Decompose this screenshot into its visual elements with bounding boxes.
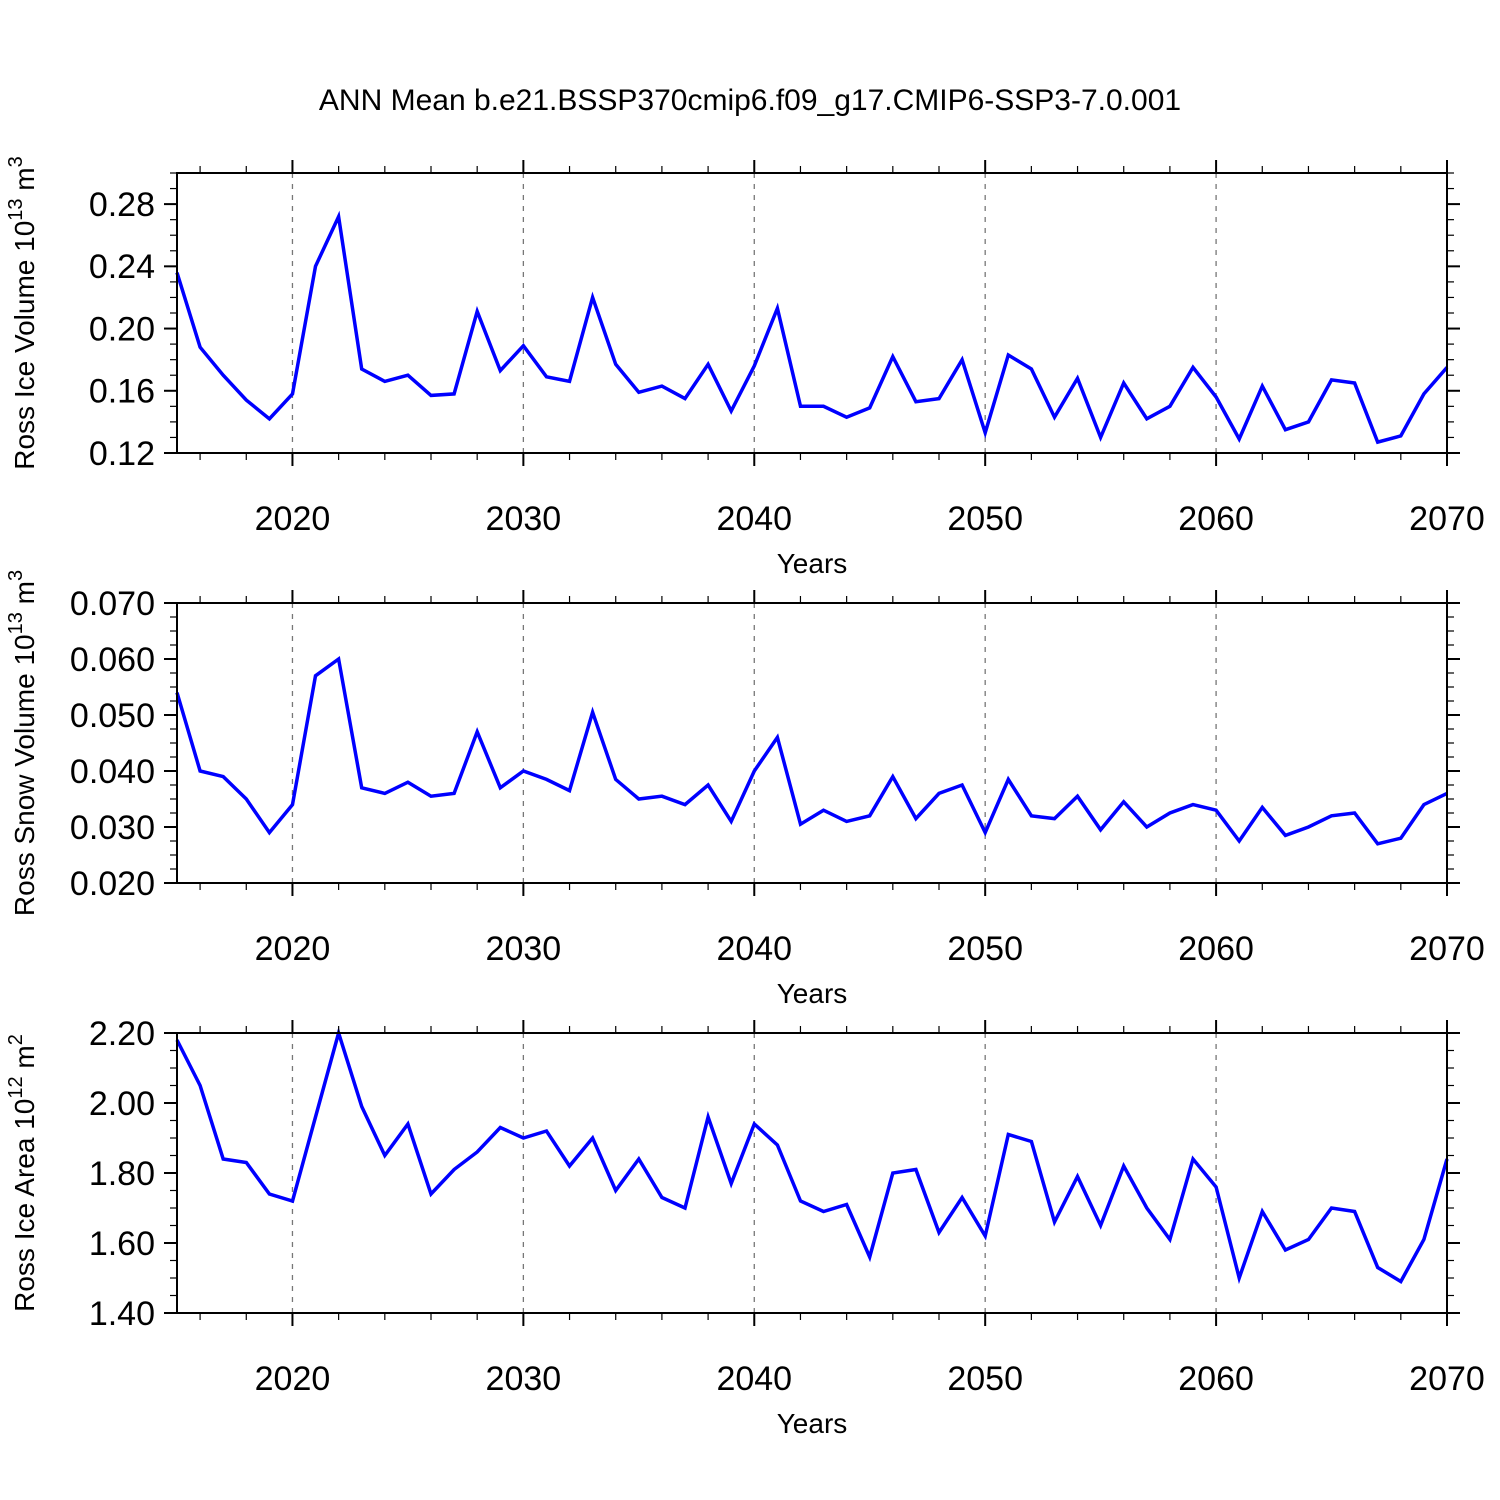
y-tick-label: 0.030 bbox=[70, 809, 155, 847]
x-tick-label: 2030 bbox=[486, 930, 562, 968]
y-tick-label: 1.80 bbox=[89, 1155, 155, 1193]
x-tick-label: 2020 bbox=[255, 930, 331, 968]
y-axis-title-superscript: 3 bbox=[5, 570, 27, 581]
y-axis-title: Ross Ice Volume 1013​ m3​ bbox=[5, 156, 40, 470]
y-axis-title: Ross Snow Volume 1013​ m3​ bbox=[5, 570, 40, 916]
x-tick-label: 2070 bbox=[1409, 500, 1485, 538]
plot-frame bbox=[176, 602, 1448, 884]
x-axis-title: Years bbox=[777, 978, 848, 1009]
y-tick-label: 1.60 bbox=[89, 1225, 155, 1263]
x-tick-label: 2030 bbox=[486, 500, 562, 538]
x-tick-label: 2020 bbox=[255, 1360, 331, 1398]
ross-ice-area-svg: 2020 2030 2040 2050 2060 2070 1.40 1.60 1.80 2.00… bbox=[5, 1015, 1485, 1439]
x-tick-label: 2070 bbox=[1409, 1360, 1485, 1398]
x-axis-title: Years bbox=[777, 548, 848, 579]
y-axis-title-superscript: 13 bbox=[5, 198, 27, 220]
x-tick-label: 2050 bbox=[947, 1360, 1023, 1398]
plot-title: ANN Mean b.e21.BSSP370cmip6.f09_g17.CMIP… bbox=[318, 84, 1182, 117]
ice-area-chart: 2020 2030 2040 2050 2060 2070 1.40 1.60 1.80 2.00… bbox=[0, 1000, 1500, 1450]
y-axis-title-superscript: 13 bbox=[5, 612, 27, 634]
x-tick-label: 2040 bbox=[716, 500, 792, 538]
y-tick-label: 0.060 bbox=[70, 641, 155, 679]
y-tick-label: 2.20 bbox=[89, 1015, 155, 1053]
x-tick-label: 2050 bbox=[947, 930, 1023, 968]
y-tick-label: 0.12 bbox=[89, 435, 155, 473]
y-tick-label: 0.16 bbox=[89, 373, 155, 411]
x-tick-label: 2040 bbox=[716, 1360, 792, 1398]
x-tick-label: 2060 bbox=[1178, 1360, 1254, 1398]
x-tick-label: 2030 bbox=[486, 1360, 562, 1398]
y-tick-label: 0.28 bbox=[89, 186, 155, 224]
x-tick-label: 2040 bbox=[716, 930, 792, 968]
ross-ice-volume-svg: 2020 2030 2040 2050 2060 2070 0.12 0.16 0.20 0.24… bbox=[5, 156, 1485, 579]
y-axis-title-segment: m bbox=[9, 581, 40, 612]
y-axis-title-segment: Ross Snow Volume 10 bbox=[9, 634, 40, 916]
data-line bbox=[175, 210, 1449, 445]
snow-volume-chart: 2020 2030 2040 2050 2060 2070 0.020 0.030 0.040 0… bbox=[0, 570, 1500, 1020]
data-line bbox=[175, 655, 1448, 846]
data-line bbox=[175, 1026, 1449, 1285]
plot-frame bbox=[176, 1032, 1448, 1314]
y-axis-title-superscript: 3 bbox=[5, 156, 27, 167]
y-axis-title-segment: Ross Ice Volume 10 bbox=[9, 221, 40, 470]
x-axis-title: Years bbox=[777, 1408, 848, 1439]
x-tick-label: 2060 bbox=[1178, 930, 1254, 968]
plot-frame bbox=[176, 172, 1448, 454]
y-axis-title-segment: m bbox=[9, 167, 40, 198]
y-tick-label: 0.24 bbox=[89, 248, 155, 286]
x-tick-label: 2020 bbox=[255, 500, 331, 538]
y-axis-title-superscript: 12 bbox=[5, 1076, 27, 1098]
x-tick-label: 2060 bbox=[1178, 500, 1254, 538]
ross-snow-volume-svg: 2020 2030 2040 2050 2060 2070 0.020 0.030 0.040 0… bbox=[5, 570, 1485, 1009]
y-axis-title-segment: m bbox=[9, 1045, 40, 1076]
y-tick-label: 0.050 bbox=[70, 697, 155, 735]
x-tick-label: 2070 bbox=[1409, 930, 1485, 968]
y-tick-label: 0.040 bbox=[70, 753, 155, 791]
y-axis-title-superscript: 2 bbox=[5, 1034, 27, 1045]
ice-volume-chart: 2020 2030 2040 2050 2060 2070 0.12 0.16 0.20 0.24… bbox=[0, 140, 1500, 590]
y-tick-label: 0.070 bbox=[70, 585, 155, 623]
y-axis-title-segment: Ross Ice Area 10 bbox=[9, 1099, 40, 1312]
x-tick-label: 2050 bbox=[947, 500, 1023, 538]
y-tick-label: 0.020 bbox=[70, 865, 155, 903]
y-tick-label: 2.00 bbox=[89, 1085, 155, 1123]
y-axis-title: Ross Ice Area 1012​ m2​ bbox=[5, 1034, 40, 1312]
y-tick-label: 1.40 bbox=[89, 1295, 155, 1333]
y-tick-label: 0.20 bbox=[89, 310, 155, 348]
